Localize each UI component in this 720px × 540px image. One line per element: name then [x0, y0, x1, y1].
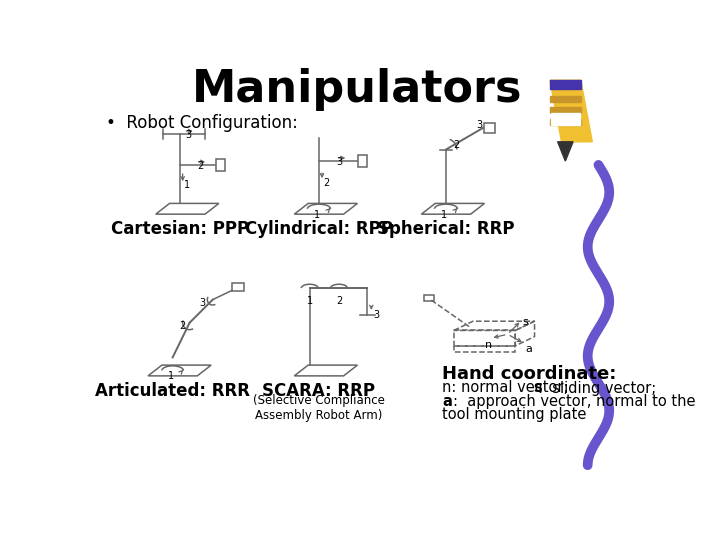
Text: (Selective Compliance
Assembly Robot Arm): (Selective Compliance Assembly Robot Arm… — [253, 394, 385, 422]
Bar — [232, 284, 244, 291]
Polygon shape — [550, 107, 581, 113]
Text: n: n — [485, 340, 492, 350]
Polygon shape — [558, 142, 573, 161]
Polygon shape — [550, 80, 593, 142]
Text: 3: 3 — [186, 130, 192, 140]
Text: Hand coordinate:: Hand coordinate: — [442, 365, 616, 383]
Text: Articulated: RRR: Articulated: RRR — [95, 382, 250, 400]
Text: •  Robot Configuration:: • Robot Configuration: — [106, 113, 297, 132]
Text: 2: 2 — [323, 178, 330, 188]
Text: 1: 1 — [315, 210, 320, 220]
Bar — [216, 159, 225, 171]
Text: Cartesian: PPP: Cartesian: PPP — [112, 220, 249, 238]
Bar — [359, 155, 367, 167]
Polygon shape — [550, 119, 581, 125]
Text: SCARA: RRP: SCARA: RRP — [263, 382, 375, 400]
Text: 2: 2 — [336, 296, 342, 306]
Bar — [423, 295, 434, 301]
Text: 3: 3 — [477, 120, 483, 130]
Text: 1: 1 — [184, 180, 190, 190]
Text: :  approach vector, normal to the: : approach vector, normal to the — [453, 394, 696, 409]
Text: 2: 2 — [179, 321, 185, 331]
Text: :  sliding vector;: : sliding vector; — [538, 381, 656, 395]
Text: n: normal vector;: n: normal vector; — [442, 381, 578, 395]
Text: 2: 2 — [454, 140, 460, 150]
Text: 1: 1 — [307, 296, 312, 306]
Text: Cylindrical: RPP: Cylindrical: RPP — [245, 220, 393, 238]
Text: 3: 3 — [337, 157, 343, 167]
Polygon shape — [551, 112, 580, 125]
Text: a: a — [526, 345, 532, 354]
Text: s: s — [533, 381, 541, 395]
Bar — [484, 123, 495, 132]
Text: 2: 2 — [197, 161, 204, 171]
Text: 3: 3 — [199, 298, 205, 308]
Text: a: a — [442, 394, 452, 409]
Text: 1: 1 — [168, 372, 174, 381]
Text: Spherical: RRP: Spherical: RRP — [377, 220, 515, 238]
Text: 3: 3 — [373, 309, 379, 320]
Polygon shape — [550, 96, 581, 102]
Text: 1: 1 — [441, 210, 448, 220]
Text: Manipulators: Manipulators — [192, 68, 523, 111]
Text: s: s — [522, 318, 528, 327]
Polygon shape — [550, 80, 581, 90]
Text: tool mounting plate: tool mounting plate — [442, 408, 587, 422]
